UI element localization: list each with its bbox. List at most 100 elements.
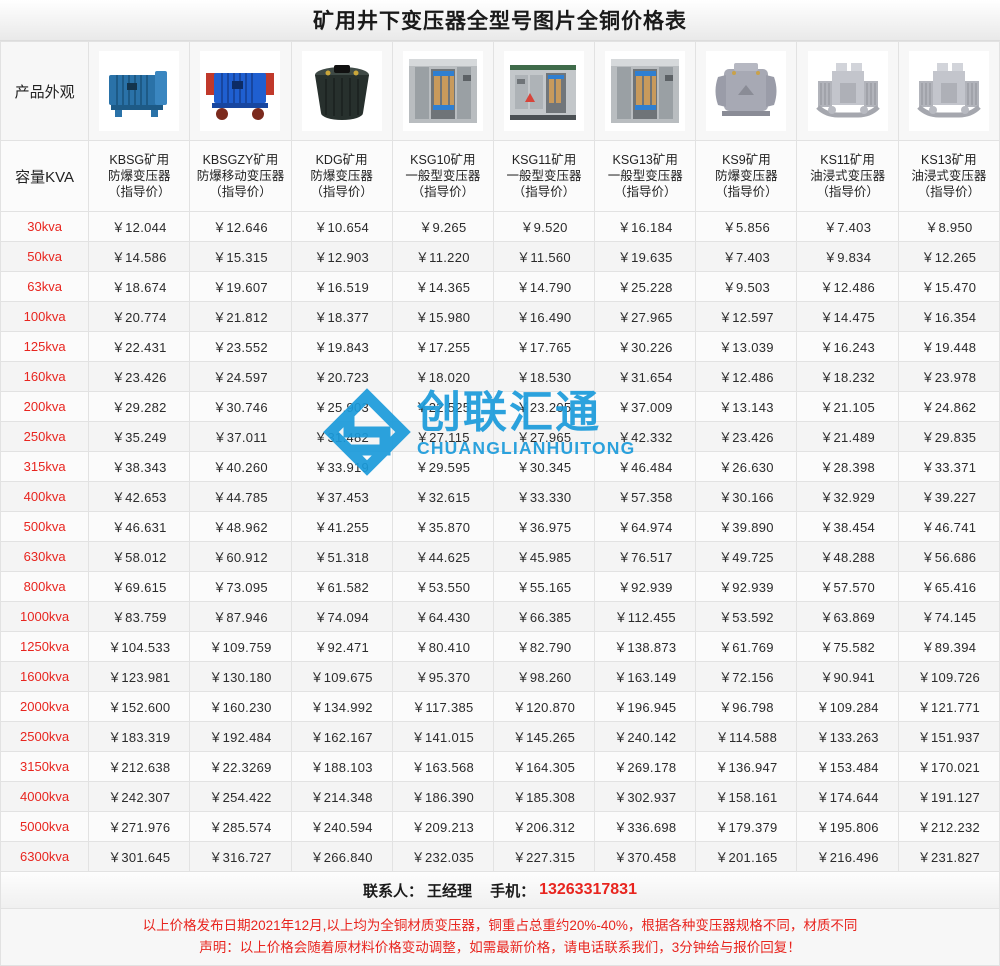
price-value: 25.903 [327,400,370,415]
price-cell: ￥82.790 [492,631,596,662]
price-cell: ￥29.595 [391,451,494,482]
currency-symbol: ￥ [617,550,632,565]
phone-number[interactable]: 13263317831 [539,881,637,898]
price-value: 55.165 [529,580,572,595]
currency-symbol: ￥ [314,250,328,265]
currency-symbol: ￥ [617,280,632,295]
price-value: 57.570 [833,580,876,595]
product-header-cell: KSG11矿用 一般型变压器 （指导价） [492,140,596,212]
price-value: 31.482 [327,430,370,445]
currency-symbol: ￥ [512,700,527,715]
price-cell: ￥214.348 [290,781,393,812]
currency-symbol: ￥ [512,850,527,865]
price-value: 336.698 [627,820,677,835]
product-name: KBSG矿用 防爆变压器 （指导价） [108,153,171,199]
currency-symbol: ￥ [415,640,429,655]
currency-symbol: ￥ [213,430,227,445]
currency-symbol: ￥ [921,520,935,535]
price-cell: ￥96.798 [695,691,798,722]
product-image-cell [391,41,494,141]
price-value: 74.094 [327,610,370,625]
price-cell: ￥87.946 [189,601,292,632]
price-value: 23.426 [732,430,774,445]
currency-symbol: ￥ [213,400,227,415]
price-value: 9.520 [533,220,568,235]
price-value: 15.980 [428,310,471,325]
price-value: 29.282 [125,400,167,415]
table-row: 50kva ￥14.586 ￥15.315 ￥12.903 ￥11.220 ￥11.560… [0,241,1000,272]
currency-symbol: ￥ [921,640,935,655]
price-cell: ￥46.741 [897,511,1000,542]
price-cell: ￥370.458 [594,841,697,872]
price-value: 28.398 [833,460,876,475]
currency-symbol: ￥ [314,550,328,565]
price-cell: ￥35.249 [88,421,191,452]
price-cell: ￥109.284 [796,691,899,722]
price-value: 33.330 [529,490,572,505]
price-cell: ￥63.869 [796,601,899,632]
price-value: 151.937 [930,730,981,745]
table-row: 63kva ￥18.674 ￥19.607 ￥16.519 ￥14.365 ￥14.790… [0,271,1000,302]
price-cell: ￥74.094 [290,601,393,632]
price-cell: ￥46.484 [594,451,697,482]
product-image-cell [897,41,1000,141]
price-value: 27.965 [631,310,673,325]
price-cell: ￥18.377 [290,301,393,332]
capacity-cell: 1250kva [0,631,90,662]
price-cell: ￥35.870 [391,511,494,542]
price-value: 32.615 [428,490,471,505]
price-cell: ￥16.354 [897,301,1000,332]
currency-symbol: ￥ [415,460,429,475]
currency-symbol: ￥ [209,820,223,835]
price-cell: ￥11.560 [492,241,596,272]
price-cell: ￥185.308 [492,781,596,812]
currency-symbol: ￥ [820,460,834,475]
currency-symbol: ￥ [213,310,227,325]
currency-symbol: ￥ [718,520,733,535]
price-cell: ￥316.727 [189,841,292,872]
price-value: 89.394 [934,640,977,655]
price-value: 48.962 [226,520,268,535]
price-value: 16.490 [529,310,572,325]
price-cell: ￥44.625 [391,541,494,572]
price-cell: ￥153.484 [796,751,899,782]
currency-symbol: ￥ [310,790,324,805]
price-value: 14.790 [529,280,572,295]
price-cell: ￥158.161 [695,781,798,812]
price-cell: ￥10.654 [290,211,393,242]
price-cell: ￥14.365 [391,271,494,302]
currency-symbol: ￥ [415,310,429,325]
price-cell: ￥26.630 [695,451,798,482]
price-cell: ￥32.929 [796,481,899,512]
price-value: 56.686 [934,550,977,565]
transformer-cabinet-open-icon [402,51,483,131]
notice-line-1: 以上价格发布日期2021年12月,以上均为全铜材质变压器，铜重占总重约20%-4… [142,918,858,933]
currency-symbol: ￥ [314,220,328,235]
price-cell: ￥61.769 [695,631,798,662]
currency-symbol: ￥ [614,820,628,835]
currency-symbol: ￥ [617,220,632,235]
price-cell: ￥12.486 [796,271,899,302]
table-row: 100kva ￥20.774 ￥21.812 ￥18.377 ￥15.980 ￥16.49… [0,301,1000,332]
price-cell: ￥31.482 [290,421,393,452]
price-cell: ￥38.454 [796,511,899,542]
price-value: 231.827 [930,850,981,865]
currency-symbol: ￥ [520,220,534,235]
currency-symbol: ￥ [415,550,429,565]
price-value: 18.530 [529,370,572,385]
price-cell: ￥123.981 [88,661,191,692]
price-cell: ￥209.213 [391,811,494,842]
currency-symbol: ￥ [314,640,328,655]
price-cell: ￥24.597 [189,361,292,392]
price-value: 7.403 [837,220,872,235]
price-value: 109.726 [930,670,981,685]
price-value: 14.475 [833,310,876,325]
product-image-cell [189,41,292,141]
table-row: 1000kva ￥83.759 ￥87.946 ￥74.094 ￥64.430 ￥66.3… [0,601,1000,632]
price-value: 66.385 [529,610,572,625]
price-cell: ￥285.574 [189,811,292,842]
price-cell: ￥195.806 [796,811,899,842]
price-cell: ￥12.646 [189,211,292,242]
price-value: 53.592 [732,610,774,625]
currency-symbol: ￥ [411,760,425,775]
